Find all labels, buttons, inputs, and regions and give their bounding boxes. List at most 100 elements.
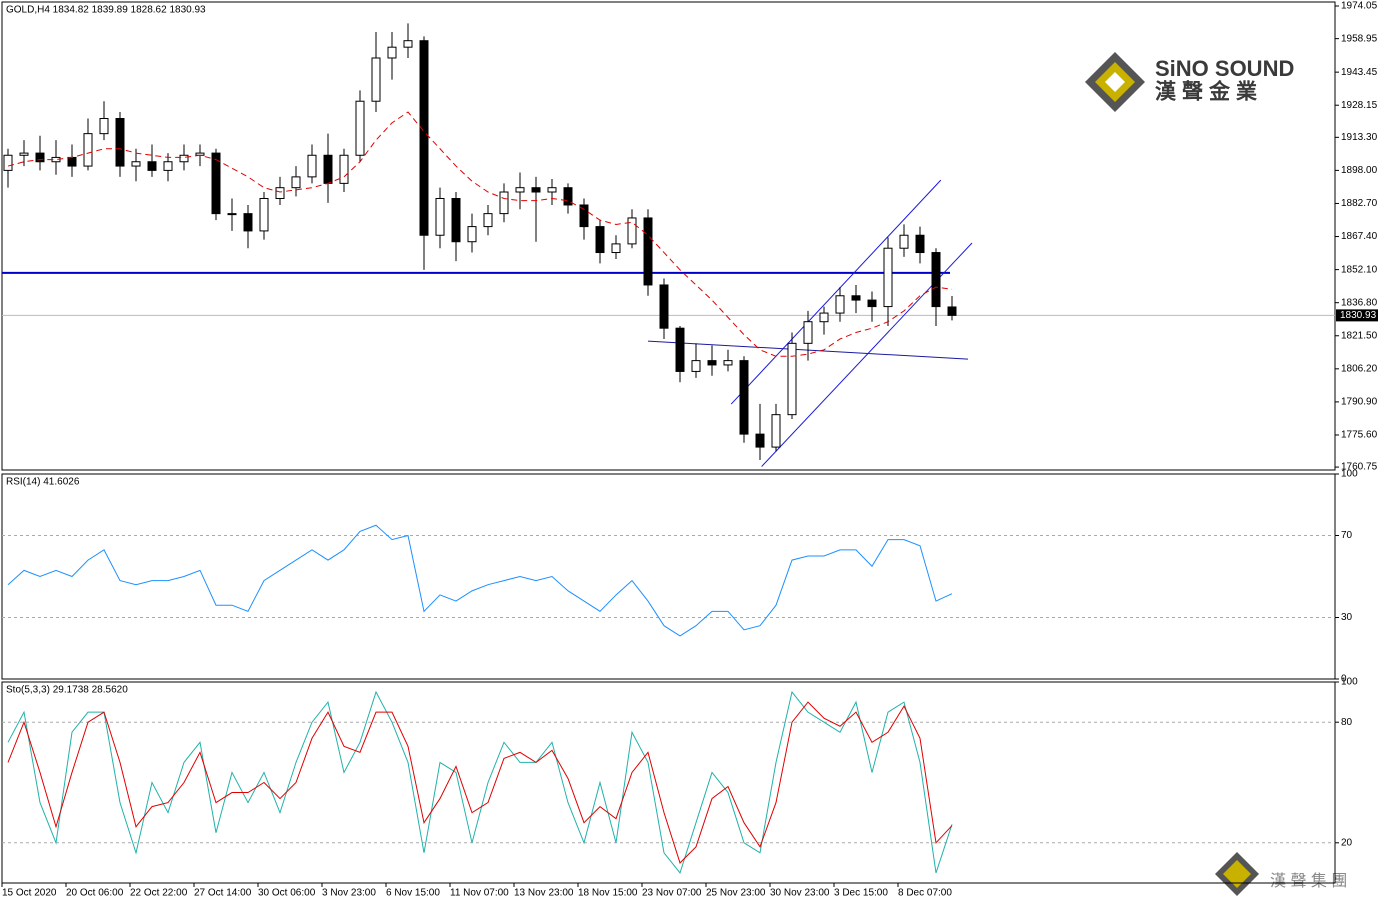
x-tick-label: 22 Oct 22:00 [130, 888, 188, 899]
candle-body [115, 118, 125, 167]
candle-body [867, 299, 877, 308]
y-tick-label: 1958.95 [1341, 33, 1378, 44]
candle-body [275, 187, 285, 199]
panel-title: GOLD,H4 1834.82 1839.89 1828.62 1830.93 [6, 5, 206, 16]
y-tick-label: 1836.80 [1341, 297, 1378, 308]
logo-diamond-core [1105, 72, 1125, 92]
y-tick-label: 1882.70 [1341, 198, 1378, 209]
y-tick-label: 1821.50 [1341, 330, 1378, 341]
candle-body [723, 360, 733, 366]
candle-body [211, 152, 221, 215]
candle-body [659, 284, 669, 329]
candle-body [403, 40, 413, 48]
candle-body [163, 161, 173, 171]
candle-body [851, 295, 861, 301]
x-tick-label: 13 Nov 23:00 [514, 888, 574, 899]
y-tick-label: 1775.60 [1341, 430, 1378, 441]
x-tick-label: 3 Dec 15:00 [834, 888, 888, 899]
y-tick-label: 70 [1341, 530, 1353, 541]
footer-text: 漢 聲 集 團 [1270, 872, 1347, 890]
x-tick-label: 30 Oct 06:00 [258, 888, 316, 899]
y-tick-label: 1943.45 [1341, 67, 1378, 78]
candle-body [371, 57, 381, 102]
candle-body [99, 118, 109, 135]
candle-body [803, 321, 813, 344]
candle-body [691, 360, 701, 372]
candle-body [131, 161, 141, 167]
x-tick-label: 6 Nov 15:00 [386, 888, 440, 899]
y-tick-label: 1760.75 [1341, 462, 1378, 473]
y-tick-label: 80 [1341, 717, 1353, 728]
candle-body [819, 312, 829, 323]
candle-body [787, 342, 797, 416]
candle-body [611, 243, 621, 254]
indicator-line [7, 690, 953, 874]
x-tick-label: 25 Nov 23:00 [706, 888, 766, 899]
candle-body [35, 152, 45, 163]
candle-body [835, 295, 845, 314]
indicator-line [7, 524, 953, 637]
x-tick-label: 8 Dec 07:00 [898, 888, 952, 899]
trend-line [730, 179, 942, 405]
current-price-box [1336, 309, 1378, 322]
candle-body [531, 187, 541, 193]
candle-body [643, 217, 653, 286]
candle-body [339, 154, 349, 184]
candle-body [3, 154, 13, 171]
y-tick-label: 100 [1341, 677, 1358, 688]
candle-body [307, 154, 317, 178]
y-tick-label: 100 [1341, 469, 1358, 480]
candle-body [931, 252, 941, 308]
candle-body [259, 197, 269, 232]
candle-body [83, 133, 93, 167]
indicator-line [7, 701, 953, 864]
candle-body [627, 217, 637, 245]
candle-body [563, 187, 573, 206]
logo: SiNO SOUND 漢聲金業 漢 聲 集 團 [1085, 52, 1347, 896]
y-tick-label: 20 [1341, 837, 1353, 848]
candle-body [67, 156, 77, 167]
candle-body [739, 360, 749, 435]
candle-body [355, 100, 365, 156]
candle-body [387, 46, 397, 59]
candle-body [899, 234, 909, 249]
candle-body [547, 187, 557, 193]
y-tick-label: 0 [1341, 674, 1347, 685]
candle-body [707, 360, 717, 366]
x-tick-label: 20 Oct 06:00 [66, 888, 124, 899]
candle-body [675, 327, 685, 372]
candle-body [435, 197, 445, 236]
candle-body [467, 226, 477, 243]
y-tick-label: 1806.20 [1341, 363, 1378, 374]
x-tick-label: 3 Nov 23:00 [322, 888, 376, 899]
x-tick-label: 27 Oct 14:00 [194, 888, 252, 899]
candle-body [451, 197, 461, 243]
y-tick-label: 1913.30 [1341, 132, 1378, 143]
candle-body [19, 152, 29, 156]
panel-title: Sto(5,3,3) 29.1738 28.5620 [6, 685, 128, 696]
candle-body [595, 226, 605, 254]
x-tick-label: 15 Oct 2020 [2, 888, 57, 899]
candle-body [771, 414, 781, 448]
logo-name: SiNO SOUND [1155, 56, 1294, 81]
candle-body [755, 433, 765, 448]
candle-body [499, 191, 509, 215]
candle-body [483, 213, 493, 228]
y-tick-label: 1974.05 [1341, 1, 1378, 12]
candle-body [179, 154, 189, 163]
x-tick-label: 11 Nov 07:00 [450, 888, 509, 899]
x-tick-label: 18 Nov 15:00 [578, 888, 638, 899]
candle-body [579, 204, 589, 228]
panel-frame [1, 1, 1336, 471]
current-price-label: 1830.93 [1340, 310, 1377, 321]
y-tick-label: 1790.90 [1341, 397, 1378, 408]
x-tick-label: 30 Nov 23:00 [770, 888, 830, 899]
y-tick-label: 30 [1341, 612, 1353, 623]
candle-body [883, 247, 893, 308]
candle-body [419, 40, 429, 236]
candle-body [915, 234, 925, 254]
candle-body [243, 213, 253, 232]
candle-body [947, 306, 957, 316]
